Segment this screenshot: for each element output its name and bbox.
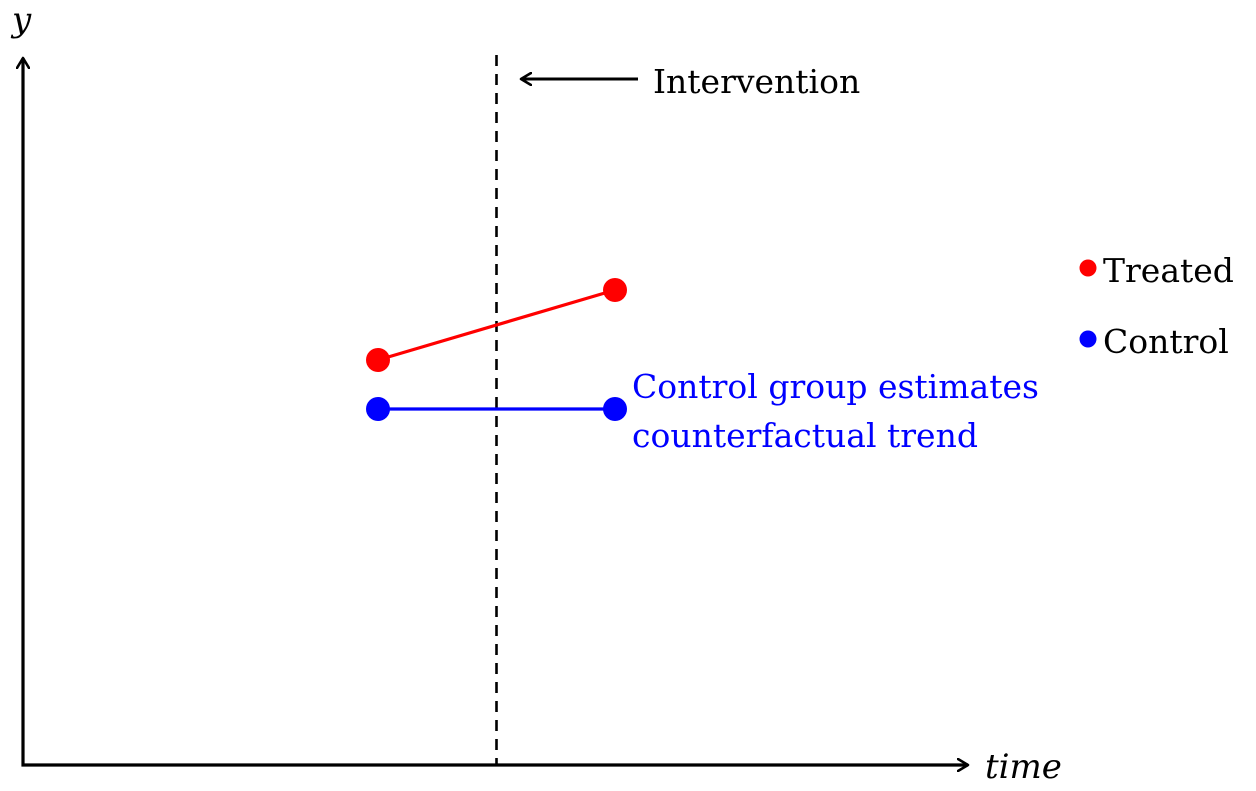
legend-entry-control: Control [1079, 322, 1229, 361]
counterfactual-annotation: Control group estimates counterfactual t… [632, 367, 1049, 455]
data-point-control-0 [366, 397, 390, 421]
legend-label-control: Control [1103, 322, 1229, 361]
data-point-control-1 [603, 397, 627, 421]
axes: time y [10, 0, 1062, 787]
legend-dot-control [1079, 330, 1097, 348]
legend: Treated Control [1079, 251, 1234, 361]
y-axis-label: y [10, 0, 32, 40]
annotation-line-2: counterfactual trend [632, 416, 978, 455]
intervention-label: Intervention [653, 62, 860, 101]
legend-label-treated: Treated [1103, 251, 1234, 290]
series-line-treated [377, 288, 616, 362]
series-layer [366, 278, 627, 421]
legend-entry-treated: Treated [1079, 251, 1234, 290]
legend-dot-treated [1079, 259, 1097, 277]
data-point-treated-1 [603, 278, 627, 302]
x-axis-label: time [985, 747, 1062, 787]
annotation-layer: Control group estimates counterfactual t… [632, 367, 1049, 455]
annotation-line-1: Control group estimates [632, 367, 1039, 406]
data-point-treated-0 [366, 348, 390, 372]
intervention-marker: Intervention [495, 55, 860, 765]
